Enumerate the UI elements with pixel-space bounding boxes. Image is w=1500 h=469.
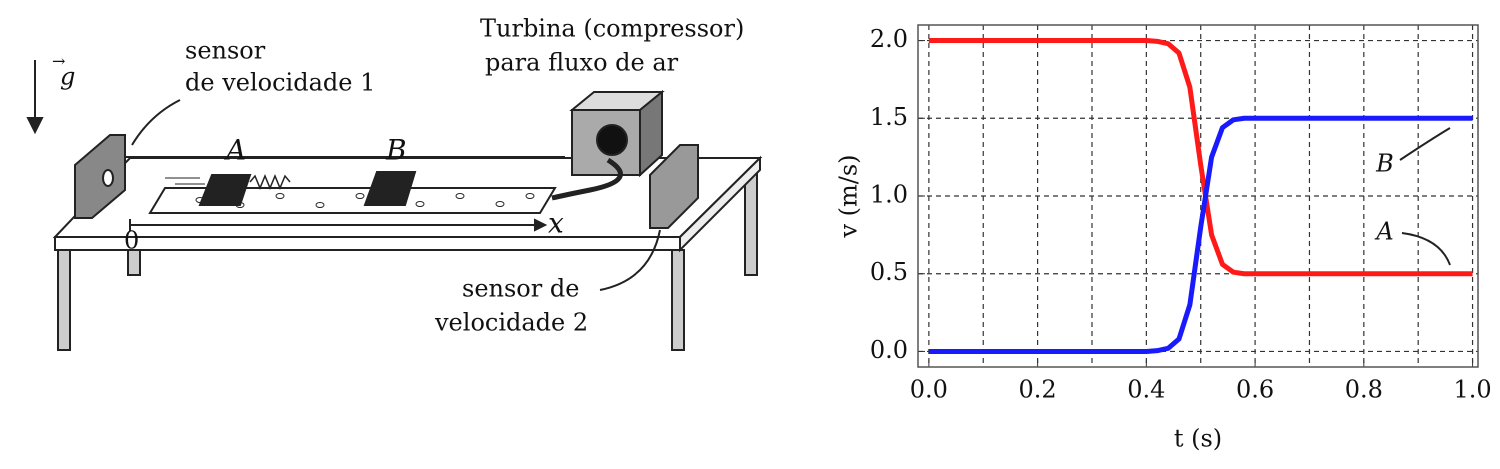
apparatus [26, 60, 763, 351]
label: Turbina (compressor) [480, 15, 744, 43]
plot-frame [917, 24, 1479, 368]
x-axis-label: t (s) [1174, 425, 1222, 453]
x-tick-label: 1.0 [1453, 376, 1491, 404]
air-track [148, 187, 557, 214]
series-line [928, 38, 1473, 277]
sensor-2 [649, 144, 699, 229]
y-tick-label: 1.0 [870, 181, 908, 209]
origin-label: 0 [124, 227, 139, 255]
air-hose [551, 157, 623, 201]
y-axis-label: v (m/s) [835, 154, 863, 238]
table-front [54, 236, 681, 251]
x-tick-label: 0.6 [1236, 376, 1274, 404]
label: de velocidade 1 [185, 69, 375, 97]
gravity-arrowhead [26, 117, 44, 135]
g-label: g [60, 63, 75, 91]
spring [249, 174, 291, 190]
cart-a [198, 174, 252, 206]
table-leg [57, 249, 71, 351]
pointer-arrow [599, 229, 661, 291]
sensor-1 [74, 134, 126, 219]
axis-label: x [548, 207, 564, 240]
table-leg [671, 249, 685, 351]
sensor-1-hole [102, 169, 114, 187]
x-tick-label: 0.4 [1127, 376, 1165, 404]
series-line [928, 115, 1473, 354]
cart-b [363, 171, 417, 206]
label: sensor de [462, 275, 579, 303]
cart-label: A [223, 134, 246, 167]
label: sensor [185, 37, 266, 65]
y-tick-label: 0.0 [870, 336, 908, 364]
pointer-arrow [131, 99, 181, 146]
x-tick-label: 0.8 [1345, 376, 1383, 404]
label: velocidade 2 [434, 309, 588, 337]
y-tick-label: 2.0 [870, 25, 908, 53]
turbine-side [639, 89, 663, 178]
x-tick-label: 0.0 [910, 376, 948, 404]
turbine-fan [596, 124, 628, 156]
vector-arrow: → [52, 52, 65, 71]
table-leg [744, 169, 758, 276]
annotation-arrow [1399, 127, 1451, 161]
x-arrowhead [534, 218, 548, 232]
series-annotation: A [1374, 218, 1393, 246]
y-tick-label: 0.5 [870, 258, 908, 286]
annotation-arrow [1401, 232, 1451, 266]
table-side [679, 155, 761, 253]
series-annotation: B [1375, 150, 1394, 178]
x-tick-label: 0.2 [1019, 376, 1057, 404]
cart-label: B [385, 134, 407, 167]
label: para fluxo de ar [485, 49, 679, 77]
y-tick-label: 1.5 [870, 103, 908, 131]
